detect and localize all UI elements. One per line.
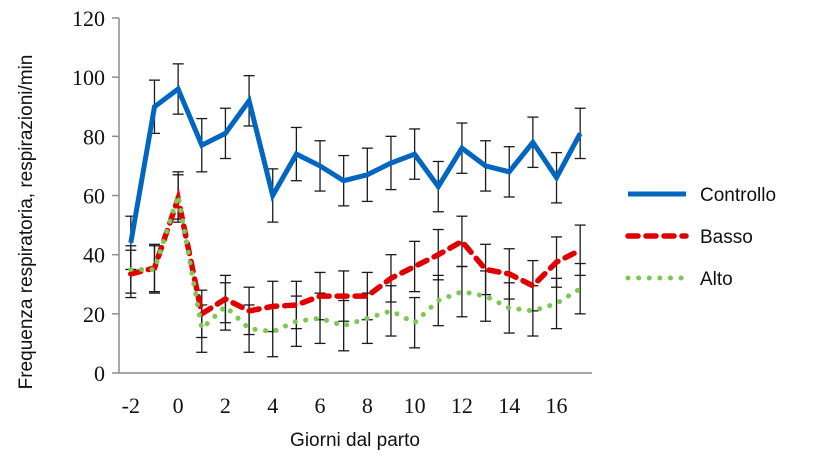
- y-axis-title: Frequenza respiratoria, respirazioni/min: [16, 55, 37, 390]
- y-axis: 0 20 40 60 80 100 120: [72, 6, 120, 386]
- legend-item-controllo: Controllo: [628, 185, 776, 206]
- x-tick-label: 4: [267, 393, 278, 418]
- series-controllo: [128, 85, 583, 244]
- y-tick-label: 120: [72, 6, 105, 31]
- y-tick-label: 80: [83, 124, 105, 149]
- y-tick-label: 100: [72, 65, 105, 90]
- x-tick-label: 8: [362, 393, 373, 418]
- legend-item-alto: Alto: [625, 269, 733, 290]
- error-bars: [125, 63, 586, 358]
- x-tick-label: 14: [498, 393, 520, 418]
- y-tick-label: 60: [83, 184, 105, 209]
- series-basso: [128, 188, 583, 319]
- x-tick-label: 10: [404, 393, 426, 418]
- y-tick-label: 20: [83, 302, 105, 327]
- x-tick-label: 16: [546, 393, 568, 418]
- x-axis: -2 0 2 4 6 8 10 12 14 16: [119, 372, 592, 418]
- y-tick-label: 40: [83, 243, 105, 268]
- series-alto: [128, 194, 583, 335]
- legend-label: Basso: [700, 227, 753, 248]
- legend: Controllo Basso Alto: [625, 185, 776, 290]
- legend-label: Controllo: [700, 185, 776, 206]
- y-tick-label: 0: [94, 361, 105, 386]
- legend-label: Alto: [700, 269, 733, 290]
- data-series: [128, 85, 583, 335]
- x-tick-label: -2: [122, 393, 140, 418]
- x-tick-label: 6: [315, 393, 326, 418]
- x-tick-label: 2: [220, 393, 231, 418]
- x-tick-label: 12: [451, 393, 473, 418]
- x-axis-title: Giorni dal parto: [290, 430, 420, 451]
- legend-item-basso: Basso: [625, 227, 753, 248]
- x-tick-label: 0: [173, 393, 184, 418]
